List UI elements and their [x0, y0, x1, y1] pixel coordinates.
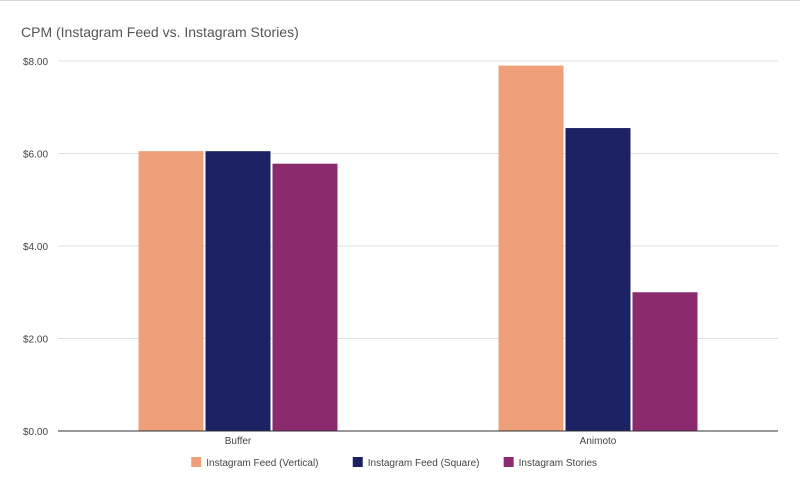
legend-swatch	[503, 457, 514, 467]
top-border	[0, 0, 800, 1]
legend-label: Instagram Stories	[519, 458, 597, 469]
bar-animoto-series-1[interactable]	[498, 65, 564, 431]
legend-swatch	[352, 457, 363, 467]
chart-title: CPM (Instagram Feed vs. Instagram Storie…	[21, 24, 299, 40]
bar-animoto-series-3[interactable]	[632, 292, 698, 431]
y-tick-label: $6.00	[23, 150, 48, 161]
legend-label: Instagram Feed (Square)	[368, 458, 480, 469]
y-tick-label: $4.00	[23, 242, 48, 253]
bar-animoto-series-2[interactable]	[565, 128, 631, 431]
legend-swatch	[191, 457, 202, 467]
legend[interactable]: Instagram Feed (Vertical) Instagram Feed …	[191, 457, 597, 469]
y-tick-label: $8.00	[23, 57, 48, 68]
legend-item[interactable]: Instagram Feed (Vertical)	[191, 457, 319, 469]
x-tick-label: Animoto	[580, 436, 617, 447]
bar-buffer-series-2[interactable]	[205, 151, 271, 431]
legend-item[interactable]: Instagram Feed (Square)	[352, 457, 480, 469]
bar-buffer-series-3[interactable]	[272, 163, 338, 432]
y-axis-ticks: $0.00 $2.00 $4.00 $6.00 $8.00	[23, 57, 48, 438]
x-tick-label: Buffer	[225, 436, 252, 447]
x-axis-ticks: Buffer Animoto	[225, 436, 617, 447]
legend-label: Instagram Feed (Vertical)	[206, 458, 318, 469]
y-tick-label: $0.00	[23, 427, 48, 438]
bars	[138, 65, 698, 432]
bar-buffer-series-1[interactable]	[138, 151, 204, 431]
legend-item[interactable]: Instagram Stories	[503, 457, 597, 469]
y-tick-label: $2.00	[23, 335, 48, 346]
